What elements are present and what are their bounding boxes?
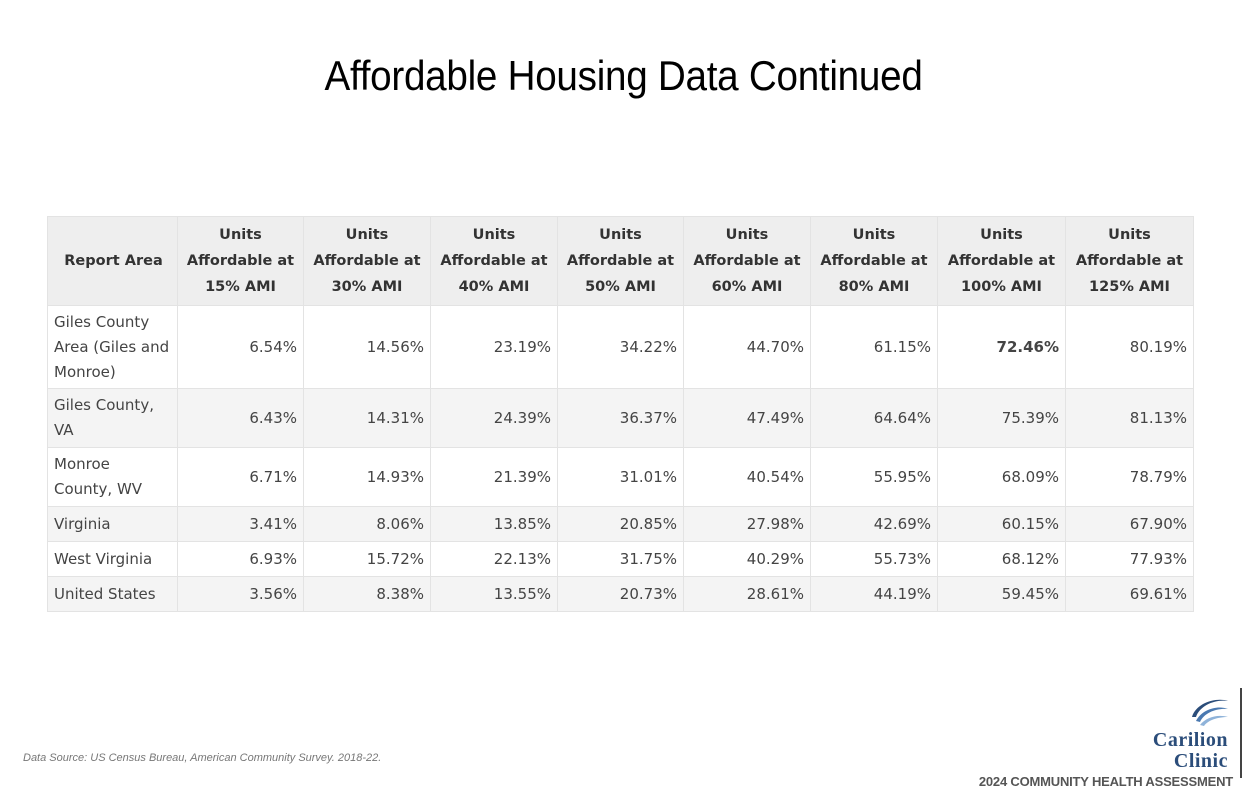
table-cell: 67.90% — [1065, 506, 1194, 542]
table-row: West Virginia 6.93% 15.72% 22.13% 31.75%… — [47, 541, 1194, 577]
table-cell: 81.13% — [1065, 388, 1194, 448]
header-50-ami: Units Affordable at 50% AMI — [557, 216, 684, 306]
table-cell: 14.31% — [303, 388, 431, 448]
table-cell: 36.37% — [557, 388, 684, 448]
table-cell: 40.54% — [683, 447, 811, 507]
table-cell: 44.19% — [810, 576, 938, 612]
row-label: Monroe County, WV — [47, 447, 178, 507]
divider — [1240, 688, 1242, 778]
table-header-row: Report Area Units Affordable at 15% AMI … — [47, 216, 1194, 306]
table-row: Giles County, VA 6.43% 14.31% 24.39% 36.… — [47, 388, 1194, 448]
header-40-ami: Units Affordable at 40% AMI — [430, 216, 558, 306]
carilion-clinic-logo: Carilion Clinic — [1128, 695, 1232, 773]
table-cell: 47.49% — [683, 388, 811, 448]
table-cell: 27.98% — [683, 506, 811, 542]
table-cell: 78.79% — [1065, 447, 1194, 507]
logo-text-clinic: Clinic — [1173, 750, 1228, 772]
header-30-ami: Units Affordable at 30% AMI — [303, 216, 431, 306]
table-cell: 75.39% — [937, 388, 1066, 448]
table-cell: 55.73% — [810, 541, 938, 577]
table-cell: 6.54% — [177, 305, 304, 389]
table-cell: 20.85% — [557, 506, 684, 542]
table-cell: 28.61% — [683, 576, 811, 612]
assessment-footer: 2024 COMMUNITY HEALTH ASSESSMENT — [978, 774, 1233, 789]
carilion-swoosh-icon — [1192, 699, 1228, 726]
row-label: Giles County, VA — [47, 388, 178, 448]
table-cell: 3.56% — [177, 576, 304, 612]
table-cell: 6.43% — [177, 388, 304, 448]
table-cell: 14.56% — [303, 305, 431, 389]
table-cell: 68.09% — [937, 447, 1066, 507]
table-cell: 3.41% — [177, 506, 304, 542]
table-cell: 64.64% — [810, 388, 938, 448]
table-row: Giles County Area (Giles and Monroe) 6.5… — [47, 305, 1194, 389]
table-cell: 61.15% — [810, 305, 938, 389]
table-cell: 31.01% — [557, 447, 684, 507]
table-cell: 59.45% — [937, 576, 1066, 612]
row-label: Virginia — [47, 506, 178, 542]
table-cell: 77.93% — [1065, 541, 1194, 577]
table-row: Monroe County, WV 6.71% 14.93% 21.39% 31… — [47, 447, 1194, 507]
table-cell: 80.19% — [1065, 305, 1194, 389]
header-15-ami: Units Affordable at 15% AMI — [177, 216, 304, 306]
header-report-area: Report Area — [47, 216, 178, 306]
table-row: Virginia 3.41% 8.06% 13.85% 20.85% 27.98… — [47, 506, 1194, 542]
row-label: West Virginia — [47, 541, 178, 577]
data-source-note: Data Source: US Census Bureau, American … — [23, 752, 382, 764]
table-cell: 24.39% — [430, 388, 558, 448]
table-cell: 13.55% — [430, 576, 558, 612]
table-cell: 13.85% — [430, 506, 558, 542]
table-cell: 6.71% — [177, 447, 304, 507]
table-cell: 69.61% — [1065, 576, 1194, 612]
header-80-ami: Units Affordable at 80% AMI — [810, 216, 938, 306]
page-title: Affordable Housing Data Continued — [324, 52, 923, 99]
table-row: United States 3.56% 8.38% 13.55% 20.73% … — [47, 576, 1194, 612]
table-cell: 22.13% — [430, 541, 558, 577]
header-60-ami: Units Affordable at 60% AMI — [683, 216, 811, 306]
table-cell: 40.29% — [683, 541, 811, 577]
table-cell: 44.70% — [683, 305, 811, 389]
table-cell: 31.75% — [557, 541, 684, 577]
table-cell: 8.06% — [303, 506, 431, 542]
table-cell: 23.19% — [430, 305, 558, 389]
table-cell: 8.38% — [303, 576, 431, 612]
table-cell: 55.95% — [810, 447, 938, 507]
logo-text-carilion: Carilion — [1152, 729, 1228, 751]
table-cell: 68.12% — [937, 541, 1066, 577]
header-100-ami: Units Affordable at 100% AMI — [937, 216, 1066, 306]
table-cell: 6.93% — [177, 541, 304, 577]
highlighted-cell: 72.46% — [937, 305, 1066, 389]
table-cell: 20.73% — [557, 576, 684, 612]
table-cell: 34.22% — [557, 305, 684, 389]
row-label: United States — [47, 576, 178, 612]
affordable-housing-table: Report Area Units Affordable at 15% AMI … — [47, 216, 1194, 612]
table-cell: 21.39% — [430, 447, 558, 507]
row-label: Giles County Area (Giles and Monroe) — [47, 305, 178, 389]
table-cell: 15.72% — [303, 541, 431, 577]
table-cell: 42.69% — [810, 506, 938, 542]
table-cell: 60.15% — [937, 506, 1066, 542]
table-cell: 14.93% — [303, 447, 431, 507]
header-125-ami: Units Affordable at 125% AMI — [1065, 216, 1194, 306]
